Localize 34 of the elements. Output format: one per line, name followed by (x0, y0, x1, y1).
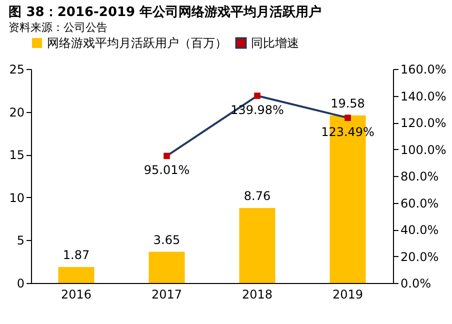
y2-tick-label: 160.0% (400, 62, 446, 76)
point (254, 92, 260, 99)
y2-tick-label: 140.0% (400, 89, 446, 104)
point (344, 114, 351, 121)
y-tick-label: 10 (9, 190, 24, 205)
x-tick-label: 2019 (332, 288, 364, 302)
legend-label: 网络游戏平均月活跃用户（百万） (47, 36, 227, 50)
bar (58, 266, 94, 283)
point (164, 152, 170, 160)
x-tick-label: 2017 (151, 288, 182, 302)
y2-tick-label: 60.0% (400, 196, 439, 210)
y-tick-label: 15 (9, 148, 24, 162)
data-label: 8.76 (244, 189, 271, 204)
y2-tick-label: 0.0% (400, 276, 431, 290)
data-label: 1.87 (62, 248, 90, 262)
text: 资料来源：公司公告 (8, 21, 108, 34)
y2-tick-label: 100.0% (400, 142, 446, 157)
y2-tick-label: 20.0% (400, 250, 439, 264)
data-label: 19.58 (330, 96, 365, 110)
x-tick-label: 2018 (242, 288, 273, 302)
y2-tick-label: 40.0% (400, 223, 439, 237)
data-label: 3.65 (153, 232, 180, 247)
bar (148, 252, 185, 283)
data-label: 95.01% (144, 162, 190, 177)
y2-tick-label: 80.0% (400, 170, 439, 184)
y2-tick-label: 120.0% (400, 116, 446, 130)
y-tick-label: 0 (16, 276, 24, 290)
y-tick-label: 25 (9, 62, 24, 76)
bar (239, 208, 276, 283)
legend-label: 同比增速 (251, 36, 299, 50)
x-tick-label: 2016 (60, 288, 92, 302)
y-tick-label: 20 (9, 105, 24, 120)
y-tick-label: 5 (16, 234, 24, 248)
chart-title: 图 38：2016-2019 年公司网络游戏平均月活跃用户 (8, 4, 322, 20)
